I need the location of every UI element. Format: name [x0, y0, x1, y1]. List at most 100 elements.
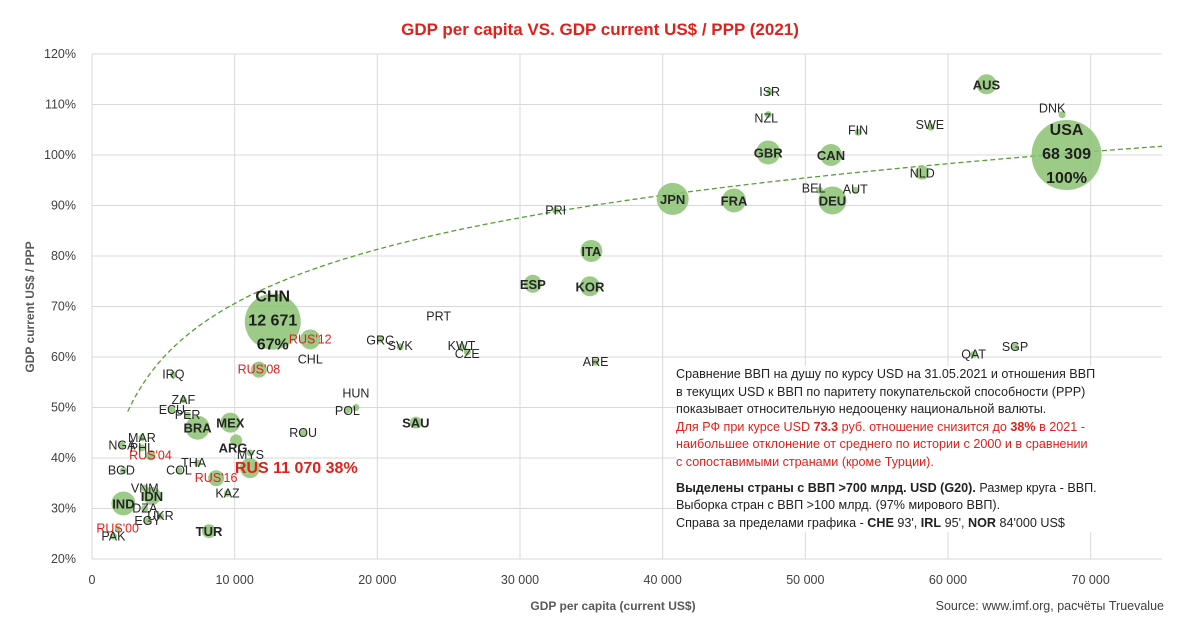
point-label-cze: CZE [455, 347, 480, 361]
data-point-aus [976, 74, 997, 95]
data-point-chn [244, 293, 301, 350]
data-point-sau [409, 416, 422, 429]
point-label-ecu: ECU [159, 403, 185, 417]
y-axis-label: GDP current US$ / PPP [23, 241, 37, 373]
y-tick-label: 30% [51, 502, 76, 516]
x-tick-label: 40 000 [644, 573, 682, 587]
data-point-tha [194, 459, 202, 467]
data-point-kaz [224, 489, 232, 497]
point-label-fin: FIN [848, 123, 868, 137]
data-point-rou [299, 429, 307, 437]
data-point-idn [142, 486, 161, 505]
point-label-nld: NLD [910, 167, 935, 181]
point-label-nzl: NZL [754, 112, 778, 126]
data-point-jpn [656, 182, 689, 215]
x-tick-label: 30 000 [501, 573, 539, 587]
x-tick-label: 0 [89, 573, 96, 587]
data-point-mar [138, 434, 146, 442]
y-tick-label: 60% [51, 350, 76, 364]
point-label-ind: IND [112, 496, 134, 511]
data-point-svk [396, 343, 404, 351]
point-label-tha: THA [181, 456, 207, 470]
point-label-col: COL [166, 464, 192, 478]
point-label-chl: CHL [298, 352, 323, 366]
data-point-esp [523, 274, 542, 293]
y-tick-label: 120% [44, 47, 76, 61]
data-point-irq [169, 371, 177, 379]
data-point-egy [144, 517, 152, 525]
point-label-jpn: JPN [660, 192, 685, 207]
point-label-bgd: BGD [108, 464, 135, 478]
point-label-rus-16: RUS'16 [195, 471, 238, 485]
data-point-ind [111, 491, 136, 516]
data-point-sgp [1011, 343, 1019, 351]
data-point-tur [201, 524, 216, 539]
data-point-kwt [458, 343, 466, 351]
y-tick-label: 50% [51, 401, 76, 415]
data-point-ita [580, 239, 603, 262]
data-point-gbr [756, 140, 781, 165]
x-tick-label: 70 000 [1072, 573, 1110, 587]
point-label-mar: MAR [128, 431, 156, 445]
note-red-line: Для РФ при курсе USD 73.3 руб. отношение… [676, 419, 1085, 434]
trend-line [127, 145, 1163, 412]
point-label-chn: 67% [257, 337, 289, 354]
point-label-kaz: KAZ [215, 486, 240, 500]
note-line: Справа за пределами графика - CHE 93', I… [676, 515, 1065, 530]
data-point-per [184, 411, 192, 419]
y-tick-label: 20% [51, 552, 76, 566]
point-label-chn: CHN [255, 289, 290, 306]
point-label-ukr: UKR [147, 509, 173, 523]
data-point-pak [109, 532, 117, 540]
y-tick-label: 80% [51, 249, 76, 263]
y-tick-label: 110% [45, 98, 76, 112]
point-label-svk: SVK [388, 339, 414, 353]
data-point-hun [352, 404, 360, 411]
point-label-ita: ITA [581, 244, 602, 259]
point-label-can: CAN [817, 148, 845, 163]
point-label-swe: SWE [916, 118, 944, 132]
x-axis-label: GDP per capita (current US$) [530, 599, 696, 613]
point-label-fra: FRA [721, 193, 748, 208]
point-label-aut: AUT [843, 182, 868, 196]
data-point-bra [185, 415, 210, 440]
point-label-prt: PRT [426, 310, 451, 324]
point-label-rus-08: RUS'08 [238, 363, 281, 377]
data-point-rus-16 [208, 470, 225, 487]
data-point-dnk [1058, 111, 1066, 119]
point-label-rou: ROU [289, 426, 317, 440]
note-line: Выборка стран с ВВП >100 млрд. (97% миро… [676, 498, 1001, 513]
point-label-gbr: GBR [754, 145, 784, 160]
data-point-fra [722, 188, 746, 213]
note-line: Сравнение ВВП на душу по курсу USD на 31… [676, 367, 1096, 381]
data-point-swe [927, 123, 935, 131]
point-label-qat: QAT [961, 347, 986, 361]
data-point-rus-08 [250, 361, 267, 378]
point-label-esp: ESP [520, 277, 546, 292]
point-label-bel: BEL [802, 181, 826, 195]
data-point-aut [851, 186, 859, 194]
data-point-col [175, 467, 183, 475]
data-point-zaf [179, 396, 187, 404]
point-label-idn: IDN [141, 489, 163, 504]
data-point-ukr [156, 512, 164, 520]
data-point-cze [463, 348, 471, 356]
x-tick-label: 10 000 [216, 573, 254, 587]
data-point-are [592, 358, 600, 366]
source-note: Source: www.imf.org, расчёты Truevalue [935, 599, 1164, 613]
point-label-bra: BRA [183, 421, 212, 436]
data-point-pol [343, 406, 351, 414]
point-label-per: PER [175, 408, 201, 422]
point-label-rus-12: RUS'12 [289, 332, 332, 346]
point-label-mys: MYS [237, 448, 264, 462]
note-line: в текущих USD к ВВП по паритету покупате… [676, 384, 1086, 399]
y-tick-label: 100% [44, 148, 76, 162]
point-label-nga: NGA [108, 438, 136, 452]
point-label-rus-00: RUS'00 [96, 522, 139, 536]
data-point-pri [552, 207, 560, 215]
data-point-phl [138, 444, 146, 452]
note-red-line: наибольшее отклонение от среднего по ист… [676, 437, 1088, 452]
data-point-rus-12 [300, 329, 321, 350]
point-label-mex: MEX [216, 416, 245, 431]
